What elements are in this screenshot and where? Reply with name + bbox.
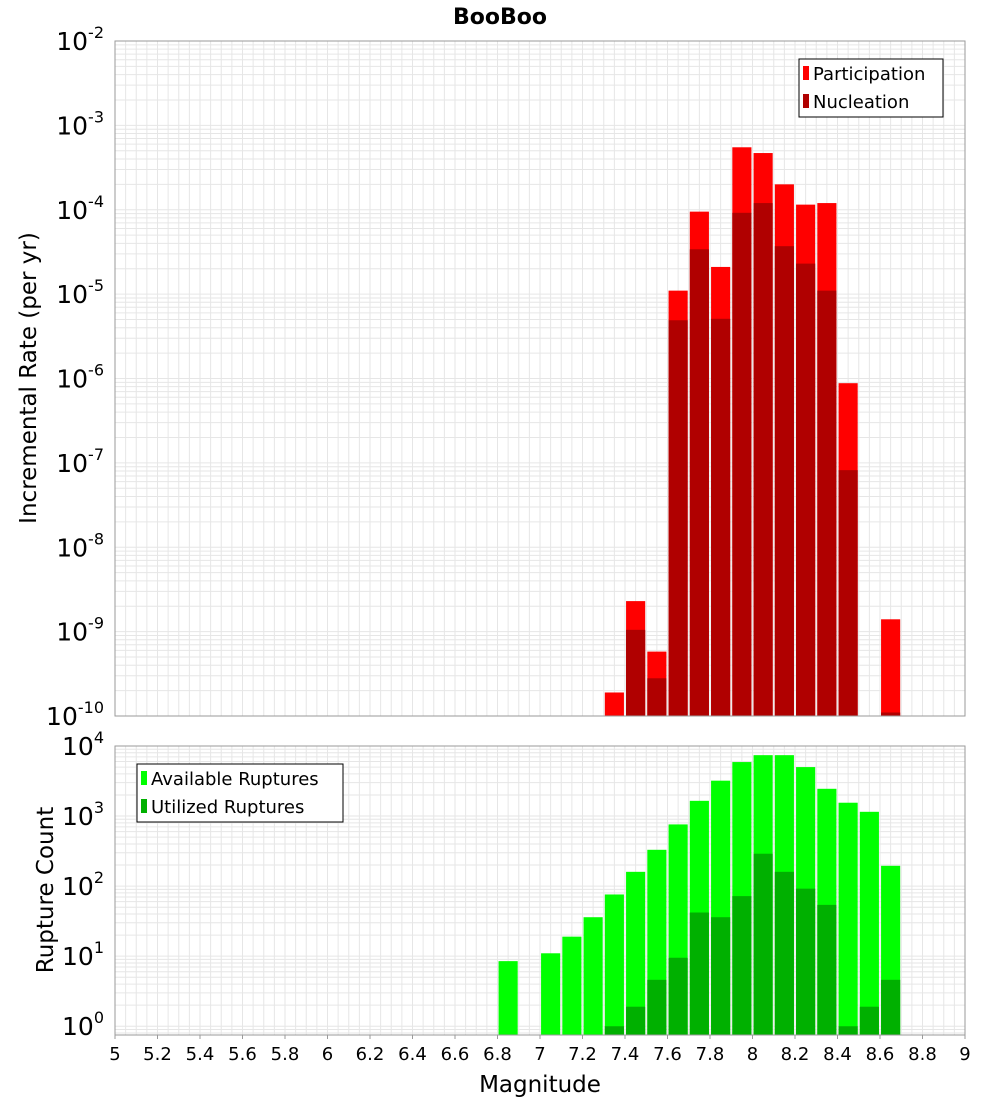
bar-participation: [881, 619, 901, 716]
x-tick-label: 5.8: [271, 1044, 300, 1065]
y-tick-label: 10-6: [56, 361, 104, 394]
bar-overlay-nucleation: [689, 249, 709, 716]
bar-overlay-nucleation: [732, 212, 752, 716]
y-tick-label: 10-9: [56, 614, 104, 647]
bar-overlay-nucleation: [817, 290, 837, 716]
bar-available-ruptures: [838, 802, 858, 1035]
bar-overlay-utilized-ruptures: [774, 871, 794, 1035]
bar-overlay-utilized-ruptures: [859, 1006, 879, 1035]
x-tick-label: 7.8: [696, 1044, 725, 1065]
legend-box: [136, 763, 344, 823]
legend-entry: Utilized Ruptures: [151, 797, 304, 818]
x-tick-label: 8.2: [781, 1044, 810, 1065]
y-tick-label: 103: [62, 798, 104, 831]
bar-overlay-nucleation: [647, 678, 667, 716]
bar-overlay-utilized-ruptures: [604, 1026, 624, 1035]
bar-overlay-utilized-ruptures: [753, 853, 773, 1035]
bar-overlay-nucleation: [626, 629, 646, 716]
bar-available-ruptures: [626, 871, 646, 1035]
x-tick-label: 8.4: [823, 1044, 852, 1065]
bar-overlay-nucleation: [774, 246, 794, 716]
legend-box: [798, 58, 944, 118]
y-tick-label: 10-2: [56, 23, 104, 56]
y-tick-label: 101: [62, 938, 104, 971]
x-tick-label: 6.8: [483, 1044, 512, 1065]
chart-title: BooBoo: [453, 5, 547, 30]
bar-available-ruptures: [604, 894, 624, 1035]
x-tick-label: 6.2: [356, 1044, 385, 1065]
bar-overlay-utilized-ruptures: [626, 1006, 646, 1035]
bar-overlay-utilized-ruptures: [732, 896, 752, 1035]
y-tick-label: 10-3: [56, 107, 104, 140]
bar-available-ruptures: [498, 961, 518, 1035]
x-tick-label: 7.2: [568, 1044, 597, 1065]
x-tick-label: 7.4: [611, 1044, 640, 1065]
x-tick-label: 7.6: [653, 1044, 682, 1065]
bar-overlay-nucleation: [838, 470, 858, 716]
legend-swatch: [141, 771, 147, 785]
x-tick-label: 5.2: [143, 1044, 172, 1065]
bar-available-ruptures: [583, 917, 603, 1035]
bar-overlay-utilized-ruptures: [711, 917, 731, 1035]
legend-swatch: [803, 94, 809, 108]
y-tick-label: 10-4: [56, 192, 104, 225]
y-axis-label: Incremental Rate (per yr): [16, 232, 42, 524]
legend-entry: Nucleation: [813, 92, 909, 113]
count-panel: 104 103 102 101 100 Rupture Count Available Ru…: [33, 728, 966, 1041]
x-tick-label: 5.6: [228, 1044, 257, 1065]
bar-overlay-utilized-ruptures: [838, 1026, 858, 1035]
y-tick-label: 10-8: [56, 529, 104, 562]
bar-overlay-nucleation: [711, 318, 731, 716]
bar-overlay-utilized-ruptures: [796, 888, 816, 1035]
x-tick-label: 5: [109, 1044, 120, 1065]
bar-participation: [604, 692, 624, 716]
chart-legend: Participation Nucleation: [798, 58, 944, 118]
x-tick-label: 7: [534, 1044, 545, 1065]
x-tick-label: 8: [747, 1044, 758, 1065]
y-tick-label: 10-5: [56, 276, 104, 309]
y-tick-label: 102: [62, 868, 104, 901]
y-tick-label: 10-10: [46, 698, 104, 731]
x-tick-label: 8.6: [866, 1044, 895, 1065]
y-tick-label: 104: [62, 728, 104, 761]
y-axis-label: Rupture Count: [33, 807, 59, 973]
x-tick-label: 6.4: [398, 1044, 427, 1065]
x-tick-label: 5.4: [186, 1044, 215, 1065]
y-tick-label: 10-7: [56, 445, 104, 478]
legend-entry: Participation: [813, 64, 925, 85]
bar-overlay-nucleation: [668, 320, 688, 716]
legend-swatch: [803, 66, 809, 80]
x-tick-label: 8.8: [908, 1044, 937, 1065]
legend-entry: Available Ruptures: [151, 769, 319, 790]
bar-overlay-utilized-ruptures: [668, 957, 688, 1035]
plot-border: [114, 40, 966, 717]
bar-overlay-nucleation: [796, 263, 816, 716]
bar-overlay-utilized-ruptures: [817, 904, 837, 1035]
bar-overlay-utilized-ruptures: [689, 912, 709, 1035]
x-tick-label: 9: [959, 1044, 970, 1065]
legend-swatch: [141, 799, 147, 813]
x-tick-label: 6: [322, 1044, 333, 1065]
y-tick-label: 100: [62, 1008, 104, 1041]
bar-overlay-nucleation: [753, 203, 773, 716]
bar-overlay-nucleation: [881, 712, 901, 716]
bar-available-ruptures: [859, 811, 879, 1035]
bar-available-ruptures: [562, 936, 582, 1035]
x-tick-label: 6.6: [441, 1044, 470, 1065]
bar-available-ruptures: [541, 953, 561, 1035]
chart-legend: Available Ruptures Utilized Ruptures: [136, 763, 344, 823]
rate-panel: 10-2 10-3 10-4 10-5 10-6 10-7 10-8 10-9 10-10 Inc…: [16, 23, 966, 731]
x-axis-label: Magnitude: [479, 1072, 601, 1098]
bar-overlay-utilized-ruptures: [881, 979, 901, 1035]
bar-overlay-utilized-ruptures: [647, 979, 667, 1035]
